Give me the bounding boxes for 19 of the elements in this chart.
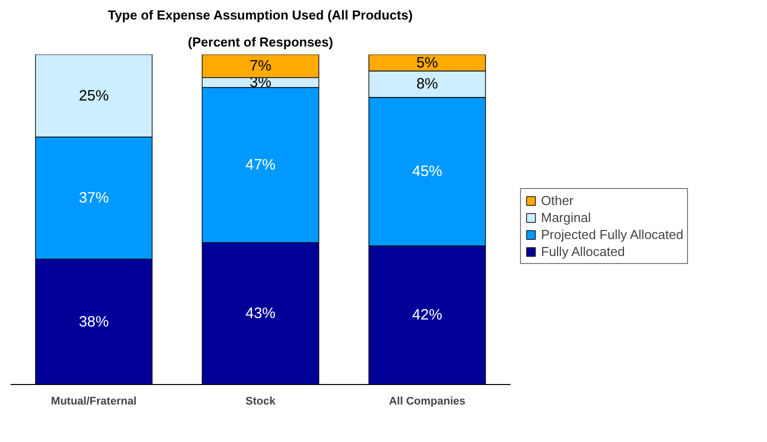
x-tick-label: Mutual/Fraternal bbox=[51, 396, 137, 408]
data-label: 42% bbox=[412, 306, 442, 324]
data-label: 43% bbox=[245, 305, 276, 322]
legend-label: Fully Allocated bbox=[541, 244, 625, 259]
data-label: 25% bbox=[78, 87, 109, 104]
data-label: 37% bbox=[78, 190, 109, 207]
chart-title: Type of Expense Assumption Used (All Products) bbox=[108, 8, 413, 22]
x-tick-label: Stock bbox=[246, 396, 276, 408]
legend-label: Marginal bbox=[541, 210, 591, 225]
legend-label: Projected Fully Allocated bbox=[541, 227, 684, 242]
legend-label: Other bbox=[541, 193, 574, 208]
chart-subtitle: (Percent of Responses) bbox=[188, 34, 334, 50]
data-label: 8% bbox=[416, 76, 438, 93]
data-label: 38% bbox=[78, 313, 109, 330]
data-label: 47% bbox=[245, 156, 276, 174]
x-tick-label: All Companies bbox=[388, 396, 466, 408]
data-label: 7% bbox=[250, 58, 272, 75]
data-label: 5% bbox=[416, 54, 438, 72]
data-label: 45% bbox=[412, 163, 442, 180]
